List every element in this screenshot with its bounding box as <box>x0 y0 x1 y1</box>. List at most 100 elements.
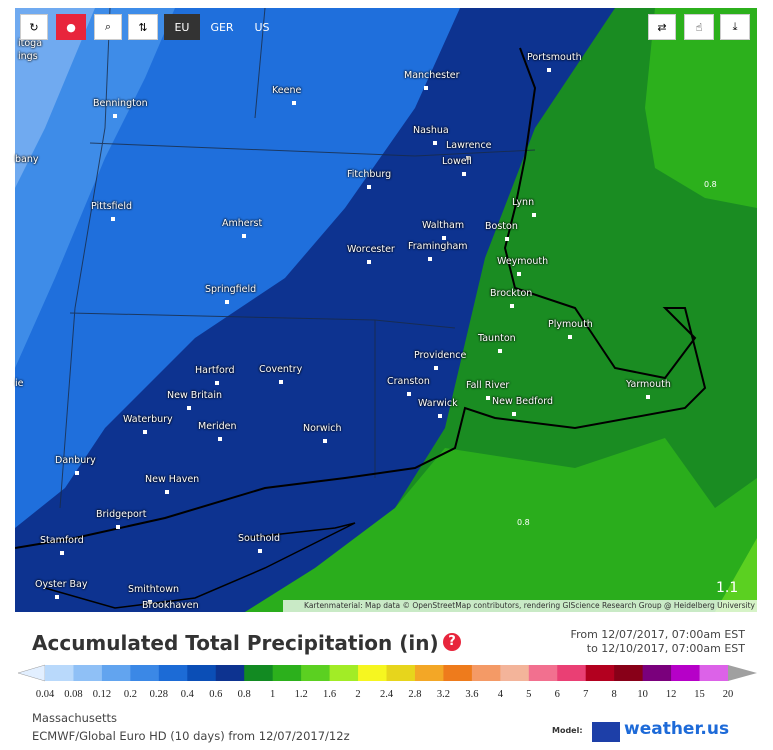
legend-swatch <box>443 665 473 681</box>
city-dot <box>113 114 117 118</box>
city-dot <box>292 101 296 105</box>
city-label: Worcester <box>347 244 395 255</box>
city-label: ie <box>15 378 24 389</box>
city-dot <box>279 380 283 384</box>
reload-button[interactable]: ↻ <box>20 14 48 40</box>
legend-swatch <box>386 665 416 681</box>
city-label: Fitchburg <box>347 169 392 180</box>
legend-label: 0.8 <box>238 689 251 700</box>
city-dot <box>242 234 246 238</box>
city-dot <box>165 490 169 494</box>
city-dot <box>148 600 152 604</box>
brand[interactable]: weather.us <box>624 719 730 739</box>
sort-button[interactable]: ⇅ <box>128 14 158 40</box>
legend-swatch <box>272 665 302 681</box>
location-button[interactable]: ● <box>56 14 86 40</box>
city-label: bany <box>15 154 39 165</box>
city-label: Pittsfield <box>91 201 133 212</box>
legend-label: 1 <box>270 689 275 700</box>
city-label: Warwick <box>418 398 458 409</box>
city-dot <box>434 366 438 370</box>
city-label: Nashua <box>413 125 449 136</box>
city-label: Portsmouth <box>527 52 582 63</box>
city-dot <box>462 172 466 176</box>
legend-label: 20 <box>723 689 734 700</box>
city-label: Weymouth <box>497 256 549 267</box>
legend-label: 1.2 <box>295 689 308 700</box>
download-button[interactable]: ⤓ <box>720 14 750 40</box>
coastline <box>15 47 707 549</box>
city-label: Brockton <box>490 288 533 299</box>
legend-swatch <box>329 665 359 681</box>
legend-label: 0.2 <box>124 689 137 700</box>
city-label: New Britain <box>167 390 223 401</box>
legend-label: 5 <box>526 689 531 700</box>
legend-swatch <box>73 665 103 681</box>
city-dot <box>547 68 551 72</box>
map <box>15 8 757 612</box>
like-button[interactable]: ☝ <box>684 14 714 40</box>
legend-label: 0.04 <box>36 689 55 700</box>
city-dot <box>505 237 509 241</box>
region-button[interactable]: GER <box>210 20 234 34</box>
city-label: Lawrence <box>446 140 492 151</box>
city-dot <box>433 141 437 145</box>
legend-label: 0.4 <box>181 689 195 700</box>
region-button[interactable]: US <box>254 20 270 34</box>
city-label: Yarmouth <box>626 379 671 390</box>
city-dot <box>424 86 428 90</box>
period-from: From 12/07/2017, 07:00am EST <box>570 628 745 641</box>
zoom-button[interactable]: ⌕ <box>94 14 122 40</box>
legend-swatch <box>187 665 217 681</box>
legend-label: 4 <box>498 689 504 700</box>
city-label: Southold <box>238 533 281 544</box>
legend-label: 2.4 <box>380 689 394 700</box>
city-dot <box>111 217 115 221</box>
city-label: ings <box>18 51 38 62</box>
city-label: New Haven <box>145 474 200 485</box>
city-label: Waltham <box>422 220 465 231</box>
city-label: Plymouth <box>548 319 593 330</box>
city-label: Taunton <box>478 333 516 344</box>
city-dot <box>367 185 371 189</box>
city-dot <box>510 304 514 308</box>
contour-label: 0.8 <box>517 518 530 527</box>
city-dot <box>143 430 147 434</box>
legend-swatch <box>671 665 701 681</box>
city-label: Springfield <box>205 284 257 295</box>
city-dot <box>512 412 516 416</box>
help-icon[interactable]: ? <box>443 633 461 651</box>
city-dot <box>428 257 432 261</box>
city-label: Oyster Bay <box>35 579 88 590</box>
city-dot <box>568 335 572 339</box>
legend-swatch <box>158 665 188 681</box>
region-button[interactable]: EU <box>164 14 200 40</box>
legend-label: 15 <box>694 689 705 700</box>
legend-swatch <box>471 665 501 681</box>
city-label: Keene <box>272 85 302 96</box>
city-dot <box>438 414 442 418</box>
city-dot <box>442 236 446 240</box>
city-dot <box>218 437 222 441</box>
legend-label: 0.6 <box>209 689 222 700</box>
city-dot <box>116 525 120 529</box>
city-dot <box>225 300 229 304</box>
share-button[interactable]: ⇄ <box>648 14 676 40</box>
city-label: Manchester <box>404 70 460 81</box>
pale-area <box>15 8 95 188</box>
city-label: Hartford <box>195 365 235 376</box>
color-legend: 0.04 0.08 0.12 0.2 0.28 0.4 0.6 0.8 1 1.2 1.6 2 2.4 2… <box>17 664 757 700</box>
lightgreen-area <box>245 8 757 612</box>
city-label: Norwich <box>303 423 342 434</box>
city-label: itoga <box>18 38 43 49</box>
contour-label: 0.8 <box>704 180 717 189</box>
city-label: Stamford <box>40 535 84 546</box>
city-dot <box>486 396 490 400</box>
city-dot <box>323 439 327 443</box>
legend-swatch <box>699 665 729 681</box>
borders <box>59 8 536 509</box>
city-dot <box>466 156 470 160</box>
legend-label: 3.6 <box>465 689 478 700</box>
legend-label: 12 <box>666 689 677 700</box>
city-label: Lowell <box>442 156 472 167</box>
